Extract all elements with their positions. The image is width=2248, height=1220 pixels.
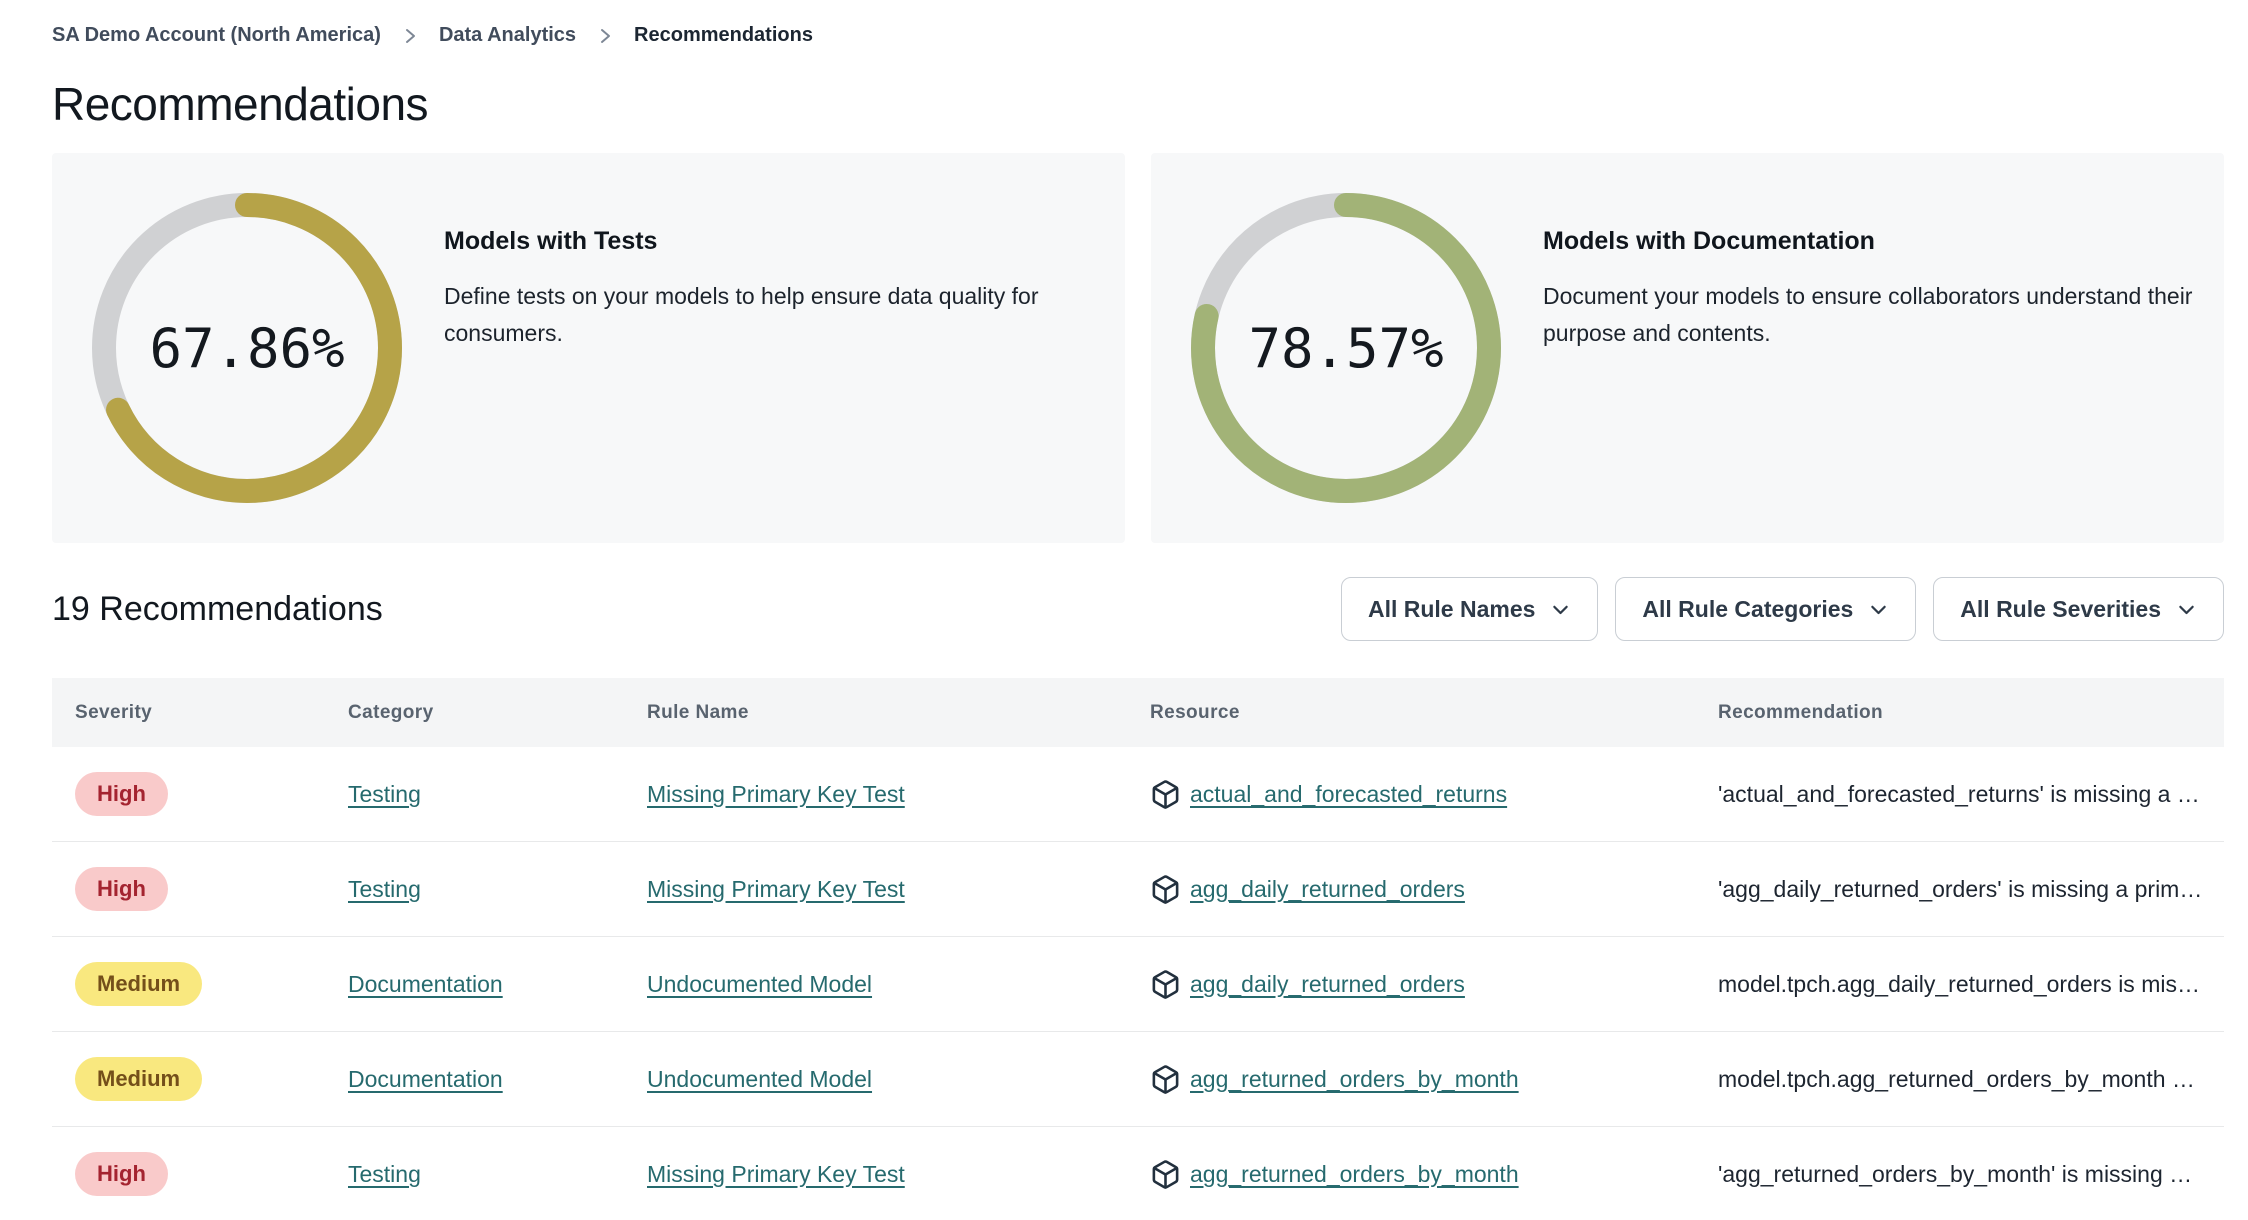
rule-name-cell: Missing Primary Key Test xyxy=(647,1161,1150,1188)
rule-name-cell: Undocumented Model xyxy=(647,971,1150,998)
chevron-down-icon xyxy=(2176,599,2197,620)
tests-donut-chart: 67.86% xyxy=(92,193,402,503)
rule-name-link[interactable]: Undocumented Model xyxy=(647,970,873,997)
resource-cell: agg_daily_returned_orders xyxy=(1150,874,1718,905)
tests-card-title: Models with Tests xyxy=(444,226,658,255)
column-header-recommendation: Recommendation xyxy=(1718,701,1884,723)
rule-name-cell: Missing Primary Key Test xyxy=(647,781,1150,808)
recommendation-text: 'agg_returned_orders_by_month' is missin… xyxy=(1718,1160,2193,1187)
category-link[interactable]: Testing xyxy=(348,875,421,902)
documentation-percent-value: 78.57% xyxy=(1248,316,1444,380)
rule-categories-filter-label: All Rule Categories xyxy=(1642,595,1854,622)
documentation-donut-chart: 78.57% xyxy=(1191,193,1501,503)
severity-cell: High xyxy=(52,772,348,816)
table-header-row: Severity Category Rule Name Resource Rec… xyxy=(52,678,2224,747)
table-row: High Testing Missing Primary Key Test ag… xyxy=(52,1127,2224,1220)
models-with-documentation-card: 78.57% Models with Documentation Documen… xyxy=(1151,153,2224,543)
breadcrumb-account-link[interactable]: SA Demo Account (North America) xyxy=(52,24,381,46)
table-row: Medium Documentation Undocumented Model … xyxy=(52,937,2224,1032)
rule-name-cell: Undocumented Model xyxy=(647,1066,1150,1093)
resource-link[interactable]: actual_and_forecasted_returns xyxy=(1190,780,1508,807)
category-cell: Testing xyxy=(348,1161,647,1188)
rule-categories-filter-dropdown[interactable]: All Rule Categories xyxy=(1615,577,1917,641)
category-cell: Testing xyxy=(348,781,647,808)
severity-badge: High xyxy=(75,1152,168,1196)
filter-bar: All Rule Names All Rule Categories All R… xyxy=(1340,577,2224,641)
resource-link[interactable]: agg_returned_orders_by_month xyxy=(1190,1160,1519,1187)
severity-badge: High xyxy=(75,772,168,816)
severity-badge: High xyxy=(75,867,168,911)
rule-name-link[interactable]: Missing Primary Key Test xyxy=(647,1160,905,1187)
rule-name-cell: Missing Primary Key Test xyxy=(647,876,1150,903)
severity-cell: High xyxy=(52,867,348,911)
severity-badge: Medium xyxy=(75,962,203,1006)
category-cell: Testing xyxy=(348,876,647,903)
breadcrumb: SA Demo Account (North America) Data Ana… xyxy=(52,24,2224,47)
severity-cell: Medium xyxy=(52,962,348,1006)
chevron-down-icon xyxy=(1550,599,1571,620)
model-cube-icon xyxy=(1150,779,1181,810)
resource-cell: agg_daily_returned_orders xyxy=(1150,969,1718,1000)
severity-cell: High xyxy=(52,1152,348,1196)
documentation-card-title: Models with Documentation xyxy=(1543,226,1875,255)
model-cube-icon xyxy=(1150,1159,1181,1190)
model-cube-icon xyxy=(1150,1064,1181,1095)
tests-percent-value: 67.86% xyxy=(149,316,345,380)
rule-names-filter-dropdown[interactable]: All Rule Names xyxy=(1340,577,1599,641)
column-header-resource: Resource xyxy=(1150,701,1240,723)
recommendations-table: Severity Category Rule Name Resource Rec… xyxy=(52,678,2224,1220)
breadcrumb-current: Recommendations xyxy=(634,24,813,46)
chevron-right-icon xyxy=(598,27,612,45)
category-cell: Documentation xyxy=(348,1066,647,1093)
rule-name-link[interactable]: Missing Primary Key Test xyxy=(647,780,905,807)
severity-cell: Medium xyxy=(52,1057,348,1101)
rule-severities-filter-label: All Rule Severities xyxy=(1960,595,2161,622)
models-with-tests-card: 67.86% Models with Tests Define tests on… xyxy=(52,153,1125,543)
column-header-severity: Severity xyxy=(75,701,153,723)
category-cell: Documentation xyxy=(348,971,647,998)
rule-name-link[interactable]: Missing Primary Key Test xyxy=(647,875,905,902)
rule-severities-filter-dropdown[interactable]: All Rule Severities xyxy=(1933,577,2224,641)
table-row: High Testing Missing Primary Key Test ag… xyxy=(52,842,2224,937)
column-header-category: Category xyxy=(348,701,434,723)
metric-cards: 67.86% Models with Tests Define tests on… xyxy=(52,153,2224,543)
breadcrumb-project-link[interactable]: Data Analytics xyxy=(438,24,577,46)
page-title: Recommendations xyxy=(52,78,429,130)
table-body: High Testing Missing Primary Key Test ac… xyxy=(52,747,2224,1220)
category-link[interactable]: Documentation xyxy=(348,970,503,997)
category-link[interactable]: Testing xyxy=(348,780,421,807)
model-cube-icon xyxy=(1150,969,1181,1000)
documentation-card-description: Document your models to ensure collabora… xyxy=(1543,282,2193,346)
resource-cell: actual_and_forecasted_returns xyxy=(1150,779,1718,810)
recommendation-text: model.tpch.agg_returned_orders_by_month … xyxy=(1718,1065,2195,1092)
list-header: 19 Recommendations All Rule Names All Ru… xyxy=(52,577,2224,641)
recommendations-count-heading: 19 Recommendations xyxy=(52,589,383,628)
resource-link[interactable]: agg_daily_returned_orders xyxy=(1190,970,1465,997)
rule-name-link[interactable]: Undocumented Model xyxy=(647,1065,873,1092)
chevron-right-icon xyxy=(403,27,417,45)
resource-cell: agg_returned_orders_by_month xyxy=(1150,1064,1718,1095)
table-row: High Testing Missing Primary Key Test ac… xyxy=(52,747,2224,842)
column-header-rule-name: Rule Name xyxy=(647,701,749,723)
severity-badge: Medium xyxy=(75,1057,203,1101)
resource-link[interactable]: agg_daily_returned_orders xyxy=(1190,875,1465,902)
chevron-down-icon xyxy=(1868,599,1889,620)
category-link[interactable]: Testing xyxy=(348,1160,421,1187)
resource-link[interactable]: agg_returned_orders_by_month xyxy=(1190,1065,1519,1092)
recommendation-text: model.tpch.agg_daily_returned_orders is … xyxy=(1718,970,2200,997)
table-row: Medium Documentation Undocumented Model … xyxy=(52,1032,2224,1127)
model-cube-icon xyxy=(1150,874,1181,905)
resource-cell: agg_returned_orders_by_month xyxy=(1150,1159,1718,1190)
tests-card-description: Define tests on your models to help ensu… xyxy=(444,282,1039,346)
recommendation-text: 'agg_daily_returned_orders' is missing a… xyxy=(1718,875,2203,902)
recommendation-text: 'actual_and_forecasted_returns' is missi… xyxy=(1718,780,2200,807)
category-link[interactable]: Documentation xyxy=(348,1065,503,1092)
rule-names-filter-label: All Rule Names xyxy=(1367,595,1536,622)
